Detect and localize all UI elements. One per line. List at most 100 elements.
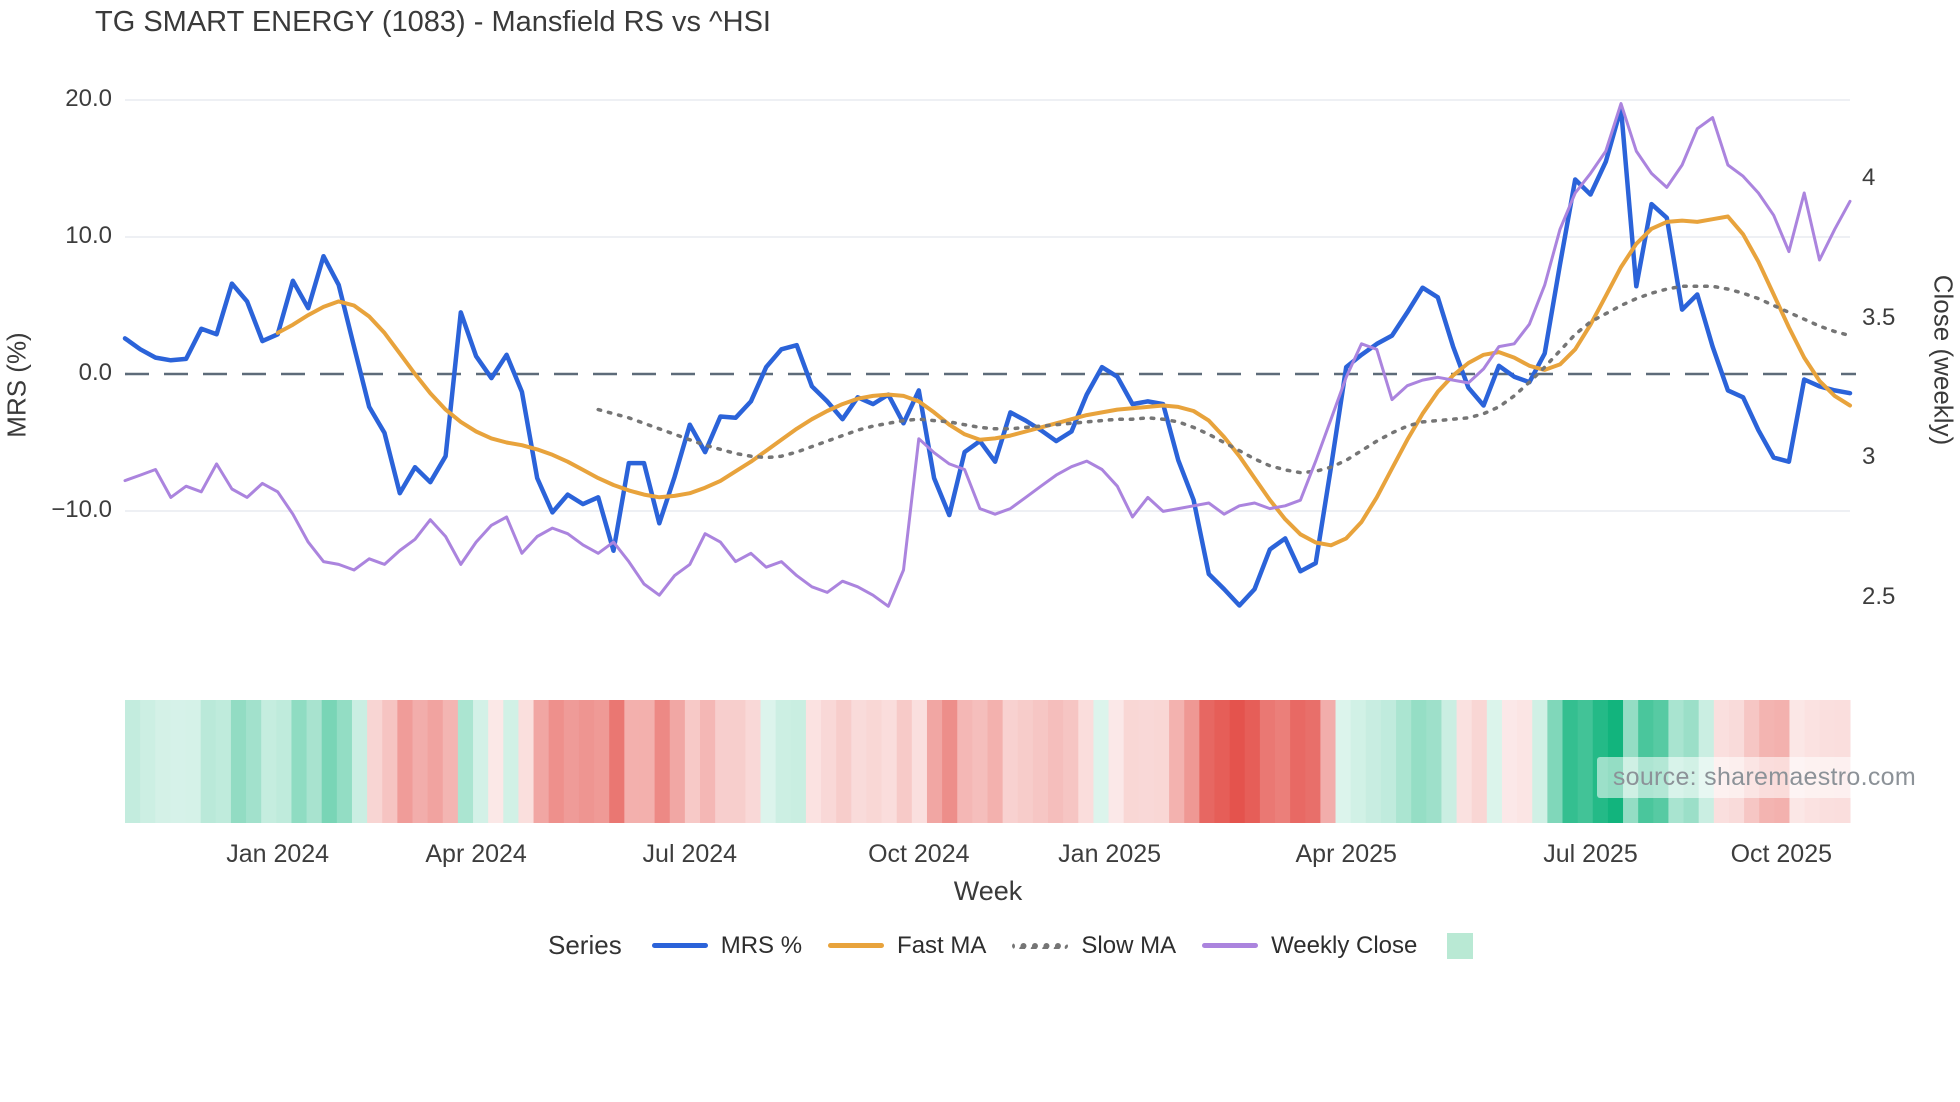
heatmap-cell [1290,700,1306,823]
heatmap-cell [1184,700,1200,823]
heatmap-cell [624,700,640,823]
heatmap-cell [1138,700,1155,823]
heatmap-cell [1093,700,1110,823]
heatmap-cell [1577,700,1594,823]
heatmap-cell [942,700,958,823]
heatmap-cell [155,700,171,823]
legend-label-slow-ma: Slow MA [1081,931,1177,959]
heatmap-cell [1214,700,1231,823]
slow-ma-line-swatch-icon [1012,942,1069,949]
heatmap-cell [911,700,928,823]
heatmap-cell [1471,700,1488,823]
heatmap-swatch-icon [1447,932,1474,959]
heatmap-cell [1350,700,1367,823]
heatmap-cell [367,700,383,823]
heatmap-cell [170,700,187,823]
heatmap-cell [1275,700,1291,823]
heatmap-cell [1365,700,1382,823]
legend-label-weekly-close: Weekly Close [1271,931,1418,959]
chart-title: TG SMART ENERGY (1083) - Mansfield RS vs… [95,6,771,38]
series-line-weekly-close [123,102,1852,608]
heatmap-cell [246,700,262,823]
heatmap-cell [654,700,671,823]
heatmap-cell [715,700,731,823]
heatmap-cell [1426,700,1442,823]
heatmap-cell [1486,700,1503,823]
heatmap-cell [533,700,550,823]
series-line-slow-ma [596,284,1852,475]
heatmap-cell [805,700,822,823]
heatmap-cell [291,700,308,823]
heatmap-cell [1123,700,1140,823]
heatmap-cell [200,700,217,823]
heatmap-cell [1396,700,1412,823]
heatmap-cell [957,700,973,823]
heatmap-cell [775,700,792,823]
heatmap-cell [1547,700,1563,823]
heatmap-cell [972,700,988,823]
heatmap-cell [669,700,686,823]
heatmap-cell [609,700,625,823]
heatmap-cell [473,700,489,823]
heatmap-cell [351,700,368,823]
heatmap-cell [896,700,913,823]
legend-item-slow-ma: Slow MA [1012,932,1176,960]
heatmap-cell [1063,700,1079,823]
heatmap-cell [1244,700,1261,823]
heatmap-cell [306,700,323,823]
heatmap-cell [926,700,943,823]
heatmap-cell [397,700,413,823]
legend-item-mrs: MRS % [651,931,803,960]
heatmap-cell [1169,700,1185,823]
heatmap-cell [1335,700,1352,823]
weekly-close-line-swatch-icon [1202,943,1259,948]
heatmap-cell [125,700,141,823]
heatmap-cell [548,700,565,823]
heatmap-cell [639,700,656,823]
heatmap-cell [1380,700,1397,823]
heatmap-cell [215,700,232,823]
heatmap-cell [1032,700,1049,823]
heatmap-cell [684,700,701,823]
heatmap-cell [851,700,867,823]
heatmap-cell [442,700,459,823]
heatmap-cell [836,700,852,823]
legend-label-mrs: MRS % [720,931,803,959]
legend: Series MRS % Fast MA Slow MA Weekly Clos… [548,930,1474,961]
fast-ma-line-swatch-icon [828,943,885,948]
heatmap-cell [700,700,716,823]
heatmap-cell [321,700,338,823]
heatmap-cell [230,700,247,823]
heatmap-cell [336,700,353,823]
heatmap-cell [821,700,837,823]
heatmap-cell [1108,700,1125,823]
heatmap-cell [1229,700,1246,823]
heatmap-cell [457,700,474,823]
heatmap-cell [1078,700,1094,823]
legend-item-fast-ma: Fast MA [828,932,986,960]
legend-label-fast-ma: Fast MA [897,931,987,959]
heatmap-cell [1259,700,1276,823]
heatmap-cell [1501,700,1518,823]
heatmap-cell [987,700,1004,823]
heatmap-cell [563,700,580,823]
heatmap-cell [427,700,444,823]
heatmap-cell [760,700,777,823]
heatmap-cell [412,700,429,823]
heatmap-cell [1320,700,1337,823]
heatmap-cell [503,700,519,823]
legend-title: Series [548,930,622,960]
heatmap-cell [140,700,156,823]
heatmap-cell [382,700,398,823]
heatmap-cell [1305,700,1321,823]
left-axis-title: MRS (%) [1,332,32,438]
heatmap-cell [1411,700,1427,823]
heatmap-cell [276,700,292,823]
heatmap-cell [1517,700,1533,823]
heatmap-cell [1562,700,1579,823]
heatmap-cell [1441,700,1458,823]
series-line-mrs- [122,105,1853,608]
heatmap-cell [730,700,746,823]
